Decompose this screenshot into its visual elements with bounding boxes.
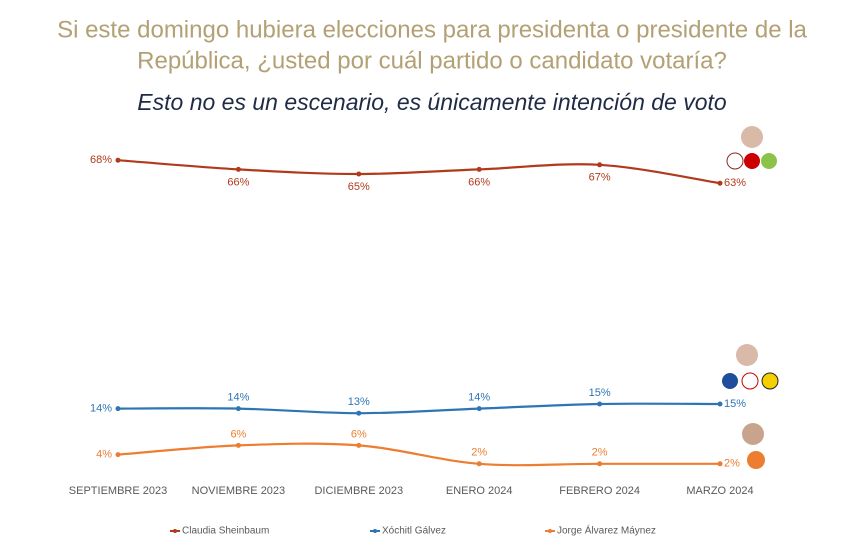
legend-label: Xóchitl Gálvez	[382, 526, 446, 537]
x-tick-label: ENERO 2024	[446, 485, 513, 497]
data-label: 2%	[724, 458, 740, 470]
data-label: 68%	[90, 154, 112, 166]
data-point	[476, 166, 482, 172]
photo	[742, 423, 764, 445]
x-tick-label: SEPTIEMBRE 2023	[69, 485, 167, 497]
chart-title-line: República, ¿usted por cuál partido o can…	[137, 47, 727, 74]
data-point	[115, 406, 121, 412]
candidate-icons	[722, 126, 779, 469]
chart-subtitle: Esto no es un escenario, es únicamente i…	[137, 89, 727, 115]
legend-marker	[373, 529, 377, 533]
data-point	[115, 452, 121, 458]
series-line	[117, 442, 720, 467]
data-point	[717, 180, 723, 186]
photo	[736, 344, 758, 366]
series-line	[117, 159, 721, 185]
data-point	[476, 461, 482, 467]
x-tick-label: NOVIEMBRE 2023	[192, 485, 286, 497]
photo	[741, 126, 763, 148]
party-logo	[761, 372, 779, 390]
data-point	[597, 461, 603, 467]
data-point	[235, 166, 241, 172]
data-label: 15%	[724, 398, 746, 410]
data-point	[356, 410, 362, 416]
data-point	[235, 406, 241, 412]
data-point	[717, 401, 723, 407]
data-label: 14%	[90, 403, 112, 415]
party-logo	[747, 451, 765, 469]
data-label: 15%	[589, 387, 611, 399]
data-label: 14%	[468, 392, 490, 404]
data-point	[356, 171, 362, 177]
data-label: 2%	[592, 447, 608, 459]
party-logo	[726, 152, 744, 170]
legend-label: Claudia Sheinbaum	[182, 526, 269, 537]
data-label: 14%	[227, 392, 249, 404]
data-point	[115, 157, 121, 163]
party-logo	[741, 372, 759, 390]
data-point	[597, 401, 603, 407]
x-tick-label: MARZO 2024	[686, 485, 753, 497]
data-label: 2%	[471, 447, 487, 459]
data-point	[235, 442, 241, 448]
data-label: 66%	[468, 176, 490, 188]
data-label: 6%	[351, 428, 367, 440]
data-label: 66%	[227, 176, 249, 188]
data-point	[597, 162, 603, 168]
data-label: 63%	[724, 177, 746, 189]
series-line	[117, 402, 721, 415]
x-tick-label: FEBRERO 2024	[559, 485, 640, 497]
x-tick-label: DICIEMBRE 2023	[314, 485, 403, 497]
data-label: 6%	[230, 428, 246, 440]
chart-title-line: Si este domingo hubiera elecciones para …	[57, 16, 807, 43]
legend-marker	[548, 529, 552, 533]
data-point	[356, 442, 362, 448]
legend-marker	[173, 529, 177, 533]
data-point	[476, 406, 482, 412]
party-logo	[722, 373, 738, 389]
data-label: 67%	[589, 172, 611, 184]
data-point	[717, 461, 723, 467]
data-label: 4%	[96, 449, 112, 461]
legend-label: Jorge Álvarez Máynez	[557, 524, 656, 537]
data-label: 13%	[348, 396, 370, 408]
party-logo	[761, 153, 777, 169]
party-logo	[744, 153, 760, 169]
data-label: 65%	[348, 181, 370, 193]
